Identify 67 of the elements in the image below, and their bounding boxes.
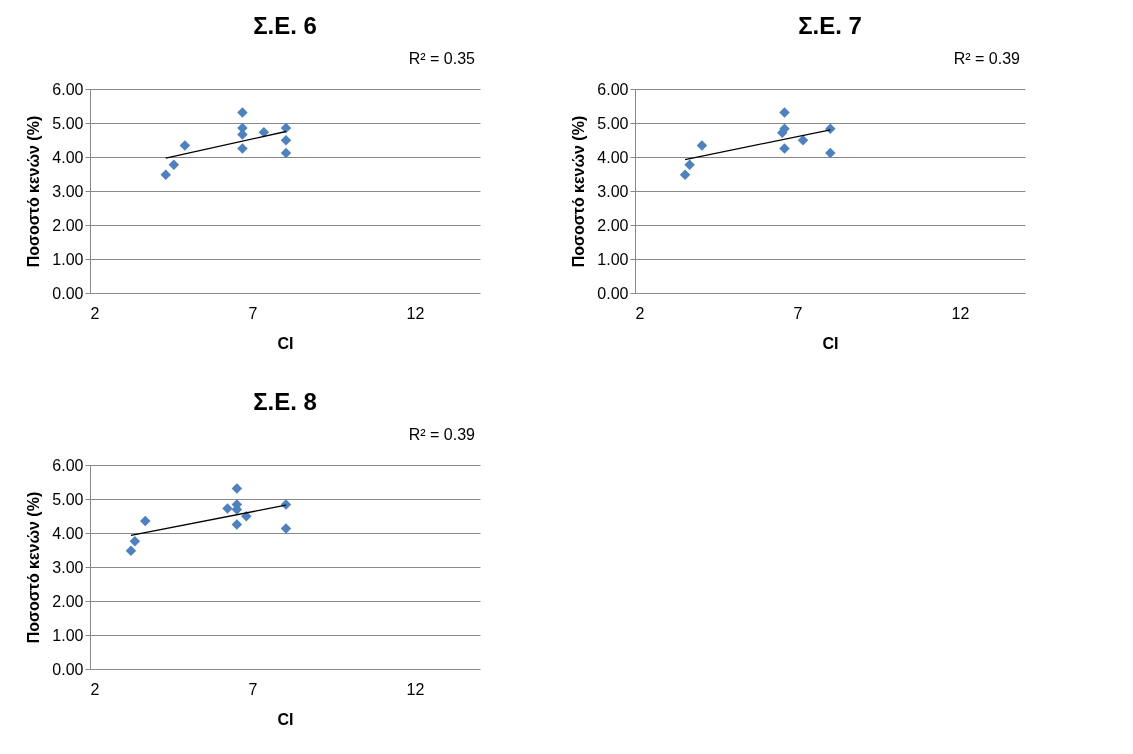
point xyxy=(280,135,292,146)
x-tick-label: 7 xyxy=(793,304,803,322)
x-tick-label: 7 xyxy=(248,680,258,698)
point xyxy=(168,159,180,171)
x-tick-label: 2 xyxy=(635,304,645,322)
point xyxy=(779,143,790,154)
point xyxy=(125,545,137,556)
chart-title: Σ.Ε. 8 xyxy=(253,388,317,415)
y-tick-label: 5.00 xyxy=(597,114,629,132)
y-tick-label: 0.00 xyxy=(52,660,84,678)
chart-title: Σ.Ε. 7 xyxy=(798,12,862,39)
point xyxy=(222,503,233,514)
point xyxy=(684,159,695,171)
y-tick-label: 4.00 xyxy=(597,148,629,166)
y-tick-label: 1.00 xyxy=(52,626,84,644)
point xyxy=(280,122,292,134)
text: R² = 0.35 xyxy=(408,50,476,67)
x-axis-title: CI xyxy=(277,334,294,352)
y-tick-label: 0.00 xyxy=(52,284,84,302)
y-tick-label: 2.00 xyxy=(52,216,84,234)
y-tick-label: 6.00 xyxy=(52,80,84,98)
point xyxy=(797,135,809,146)
y-tick-label: 5.00 xyxy=(52,114,84,132)
x-tick-label: 2 xyxy=(90,304,100,322)
point xyxy=(231,519,243,530)
y-tick-label: 3.00 xyxy=(52,182,84,200)
x-tick-label: 2 xyxy=(90,680,100,698)
y-axis-title: Ποσοστό κενών (%) xyxy=(25,491,43,644)
point xyxy=(237,143,248,154)
y-tick-label: 4.00 xyxy=(52,148,84,166)
y-tick-label: 4.00 xyxy=(52,524,84,542)
point xyxy=(825,147,836,159)
point xyxy=(258,126,270,138)
y-tick-label: 3.00 xyxy=(597,182,629,200)
x-axis-title: CI xyxy=(822,334,839,352)
y-tick-label: 1.00 xyxy=(52,250,84,268)
point xyxy=(179,140,191,151)
y-tick-label: 2.00 xyxy=(52,592,84,610)
point xyxy=(280,523,292,534)
chart-title: Σ.Ε. 6 xyxy=(253,12,317,39)
point xyxy=(140,515,151,527)
text: R² = 0.39 xyxy=(408,426,476,443)
x-tick-label: 12 xyxy=(951,304,970,322)
y-tick-label: 2.00 xyxy=(597,216,629,234)
text: R² = 0.39 xyxy=(953,50,1021,67)
point xyxy=(696,140,708,151)
point xyxy=(825,123,836,135)
point xyxy=(160,169,171,180)
point xyxy=(129,535,141,547)
x-tick-label: 12 xyxy=(406,680,425,698)
point xyxy=(231,483,243,494)
point xyxy=(241,511,252,522)
y-tick-label: 1.00 xyxy=(597,250,629,268)
x-axis-title: CI xyxy=(277,710,294,728)
y-tick-label: 6.00 xyxy=(52,456,84,474)
y-tick-label: 0.00 xyxy=(597,284,629,302)
point xyxy=(679,169,691,180)
point xyxy=(779,107,790,118)
x-tick-label: 7 xyxy=(248,304,258,322)
y-axis-title: Ποσοστό κενών (%) xyxy=(25,115,43,268)
point xyxy=(280,147,292,159)
y-tick-label: 6.00 xyxy=(597,80,629,98)
x-tick-label: 12 xyxy=(406,304,425,322)
y-tick-label: 3.00 xyxy=(52,558,84,576)
y-tick-label: 5.00 xyxy=(52,490,84,508)
y-axis-title: Ποσοστό κενών (%) xyxy=(570,115,588,268)
point xyxy=(237,107,248,118)
